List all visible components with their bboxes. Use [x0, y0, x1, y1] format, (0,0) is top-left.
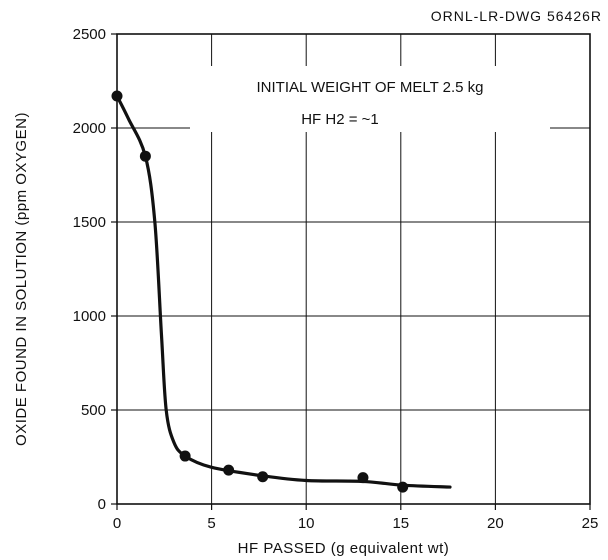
x-tick-label: 5	[207, 515, 215, 532]
plot-frame	[116, 33, 591, 505]
annotations: INITIAL WEIGHT OF MELT 2.5 kg HF H2 = ~1	[190, 66, 550, 132]
x-tick-label: 20	[487, 515, 504, 532]
fit-curve	[115, 94, 452, 489]
y-axis-ticks: 0 500 1000 1500 2000 2500	[73, 26, 117, 513]
data-points	[111, 90, 409, 493]
y-tick-label: 1000	[73, 308, 106, 325]
x-axis-label: HF PASSED (g equivalent wt)	[238, 540, 450, 557]
y-tick-label: 500	[81, 402, 106, 419]
data-point	[357, 472, 369, 484]
data-point	[139, 150, 151, 162]
y-tick-label: 1500	[73, 214, 106, 231]
data-point	[179, 450, 191, 462]
x-tick-label: 15	[392, 515, 409, 532]
data-point	[397, 481, 409, 493]
x-axis-ticks: 0 5 10 15 20 25	[113, 504, 599, 532]
drawing-id: ORNL-LR-DWG 56426R	[430, 8, 602, 24]
data-point	[111, 90, 123, 102]
y-tick-label: 0	[98, 496, 106, 513]
annotation-hf-ratio: HF H2 = ~1	[301, 111, 379, 128]
x-tick-label: 25	[582, 515, 599, 532]
annotation-background	[190, 66, 550, 132]
y-axis-label: OXIDE FOUND IN SOLUTION (ppm OXYGEN)	[13, 112, 30, 446]
y-tick-label: 2000	[73, 120, 106, 137]
data-point	[223, 464, 235, 476]
x-tick-label: 10	[298, 515, 315, 532]
annotation-initial-weight: INITIAL WEIGHT OF MELT 2.5 kg	[257, 79, 484, 96]
y-tick-label: 2500	[73, 26, 106, 43]
x-tick-label: 0	[113, 515, 121, 532]
data-point	[257, 471, 269, 483]
